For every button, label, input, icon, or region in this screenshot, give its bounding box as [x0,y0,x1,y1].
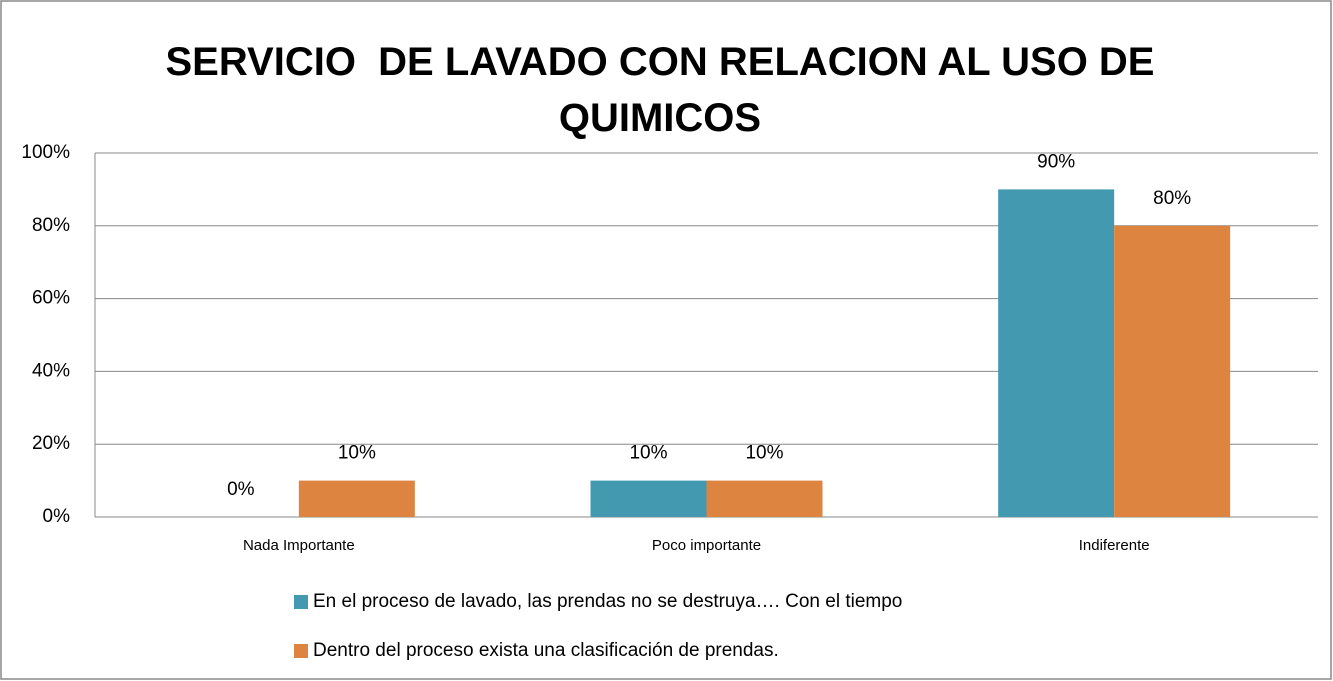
bar [1114,225,1231,518]
value-label: 0% [227,479,255,500]
y-tick-label: 100% [21,142,70,163]
x-tick-label: Poco importante [652,537,761,554]
value-label: 10% [338,443,376,464]
y-tick-label: 0% [43,506,71,527]
legend-label: Dentro del proceso exista una clasificac… [313,640,779,661]
x-tick-label: Indiferente [1079,537,1150,554]
bar [298,480,415,517]
bar [998,189,1115,517]
y-tick-label: 60% [32,288,70,309]
bar [590,480,707,517]
chart-title: SERVICIO DE LAVADO CON RELACION AL USO D… [165,40,1166,140]
value-label: 90% [1037,151,1075,172]
legend-swatch [294,595,308,609]
bar [706,480,823,517]
x-tick-label: Nada Importante [243,537,355,554]
value-label: 10% [745,443,783,464]
y-tick-label: 20% [32,433,70,454]
value-label: 10% [629,443,667,464]
y-tick-label: 40% [32,360,70,381]
value-label: 80% [1153,188,1191,209]
y-tick-label: 80% [32,215,70,236]
legend-label: En el proceso de lavado, las prendas no … [313,591,902,612]
legend-swatch [294,644,308,658]
